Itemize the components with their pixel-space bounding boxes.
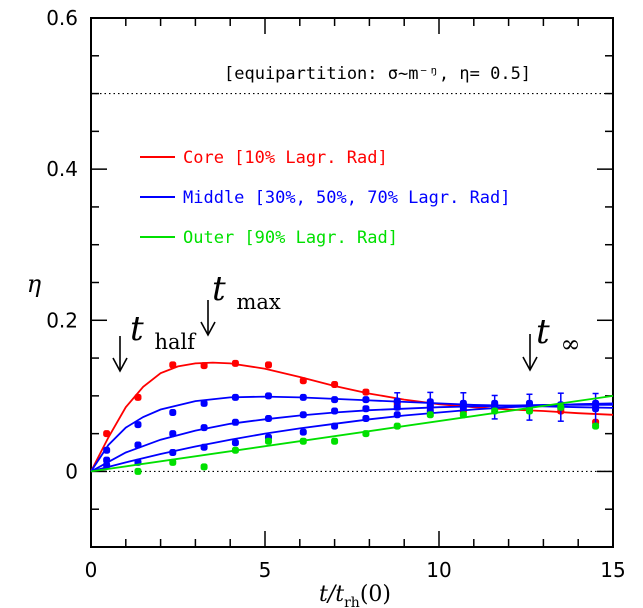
legend-label-core: Core [10% Lagr. Rad] <box>183 148 388 168</box>
legend-label-outer: Outer [90% Lagr. Rad] <box>183 228 398 248</box>
series-2-point <box>362 405 370 413</box>
series-4-point <box>331 437 339 445</box>
series-1-point <box>331 396 339 404</box>
series-2-point <box>169 430 177 438</box>
annotation-t-half-main: t <box>130 309 144 349</box>
series-4-point <box>525 407 533 415</box>
annotation-t-inf: t ∞ <box>522 312 580 372</box>
series-3-point <box>331 422 339 430</box>
series-0-point <box>264 361 272 369</box>
series-0-point <box>331 381 339 389</box>
series-1-point <box>264 392 272 400</box>
series-4-point <box>362 430 370 438</box>
series-4-point <box>491 407 499 415</box>
series-4-point <box>592 422 600 430</box>
annotation-t-inf-arrow <box>522 334 538 372</box>
annotation-t-inf-sub: ∞ <box>560 330 580 358</box>
series-2-point <box>103 456 111 464</box>
series-0-point <box>362 388 370 396</box>
annotation-t-half-sub: half <box>154 330 197 354</box>
legend-label-middle: Middle [30%, 50%, 70% Lagr. Rad] <box>183 188 511 208</box>
series-4-point <box>169 458 177 466</box>
series-3-point <box>169 449 177 457</box>
series-1-point <box>134 421 142 429</box>
series-1-point <box>299 393 307 401</box>
y-tick-label: 0.6 <box>46 6 78 30</box>
series-2-point <box>299 411 307 419</box>
x-axis-label-tail: (0) <box>360 582 391 607</box>
series-0-curve <box>90 361 614 472</box>
annotation-t-half-arrow <box>112 336 128 373</box>
series-0-point <box>299 377 307 385</box>
series-2-point <box>393 403 401 411</box>
x-axis-label-main: t/t <box>319 582 344 607</box>
series-3-point <box>393 411 401 419</box>
annotation-t-max-sub: max <box>236 290 280 314</box>
series-0-point <box>231 359 239 367</box>
x-tick-label: 0 <box>85 558 98 582</box>
series-4-point <box>393 422 401 430</box>
series-3-point <box>362 415 370 423</box>
annotation-t-inf-label: t ∞ <box>536 312 580 358</box>
series-1-point <box>103 446 111 454</box>
series-2-point <box>231 418 239 426</box>
annotation-t-max-label: t max <box>212 269 281 314</box>
series-0-point <box>134 393 142 401</box>
series-4-point <box>200 463 208 471</box>
series-3-point <box>200 443 208 451</box>
series-4-point <box>264 437 272 445</box>
y-tick-label: 0.4 <box>46 157 78 181</box>
y-tick-label: 0.2 <box>46 308 78 332</box>
series-3-point <box>231 439 239 447</box>
y-tick-label: 0 <box>65 459 78 483</box>
equipartition-label: [equipartition: σ~m⁻ᵑ, η= 0.5] <box>224 64 531 84</box>
series-2-point <box>426 401 434 409</box>
series-1-point <box>200 399 208 407</box>
series-1-point <box>362 396 370 404</box>
series-3-point <box>103 461 111 469</box>
series-3-point <box>525 399 533 407</box>
x-axis-label-sub: rh <box>344 595 360 608</box>
legend: Core [10% Lagr. Rad] Middle [30%, 50%, 7… <box>140 148 511 248</box>
series-2-point <box>331 407 339 415</box>
series-0-point <box>200 362 208 370</box>
series-4-point <box>426 411 434 419</box>
series-0-point <box>103 430 111 438</box>
series-3-point <box>459 403 467 411</box>
y-axis-label: η <box>27 270 42 298</box>
series-4-point <box>459 411 467 419</box>
x-tick-label: 15 <box>600 558 625 582</box>
annotation-t-max: t max <box>200 269 281 337</box>
x-tick-label: 10 <box>426 558 451 582</box>
series-4-point <box>134 467 142 475</box>
series-4-point <box>557 403 565 411</box>
annotation-t-half: t half <box>112 309 197 373</box>
annotation-t-max-arrow <box>200 300 216 337</box>
plot-frame <box>90 17 614 548</box>
x-tick-label: 5 <box>259 558 272 582</box>
annotation-t-inf-main: t <box>536 312 550 352</box>
series-3-point <box>592 399 600 407</box>
series-2-point <box>264 415 272 423</box>
series-1-point <box>169 408 177 416</box>
series-3-point <box>299 428 307 436</box>
series-1-point <box>231 393 239 401</box>
series-2-point <box>134 441 142 449</box>
x-axis-label: t/trh(0) <box>319 582 391 608</box>
annotation-t-half-label: t half <box>130 309 197 354</box>
annotation-t-max-main: t <box>212 269 226 309</box>
series-1-point <box>393 397 401 405</box>
series-0-point <box>169 361 177 369</box>
series-4-point <box>299 437 307 445</box>
series-2-point <box>200 424 208 432</box>
series-4-curve <box>90 395 614 473</box>
series-4-point <box>231 446 239 454</box>
series-3-curve <box>90 402 614 473</box>
plot-area: 0 5 10 15 0 0.2 0.4 0.6 <box>46 6 626 582</box>
